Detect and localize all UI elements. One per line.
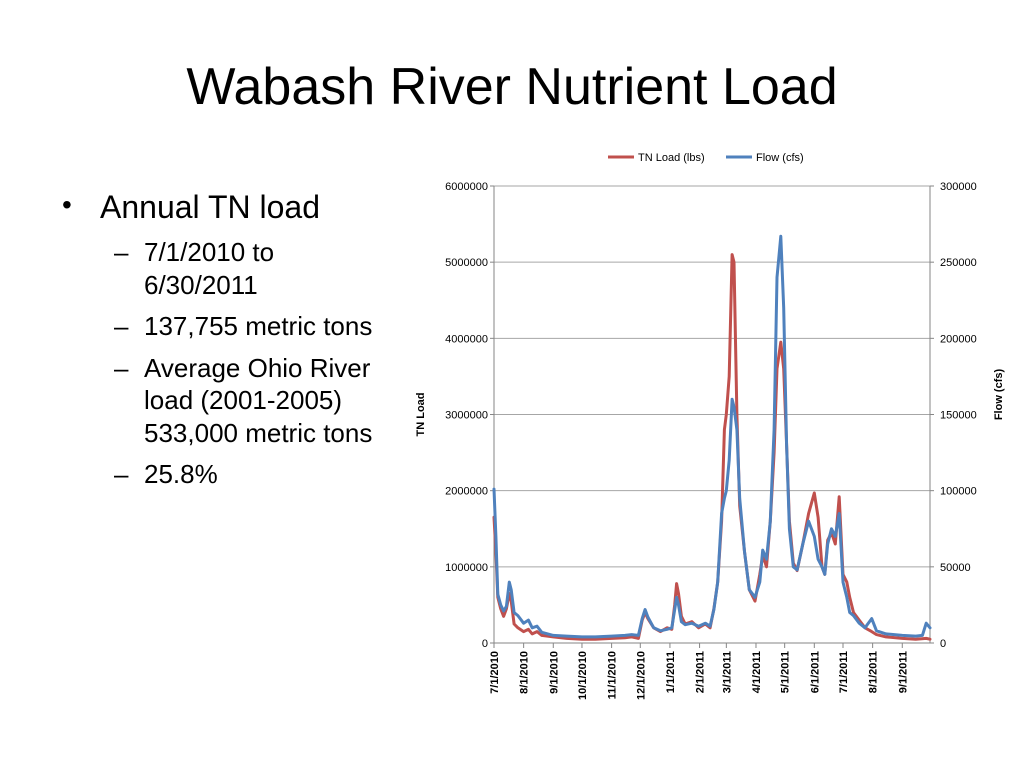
x-tick-label: 11/1/2010	[607, 651, 619, 699]
y-left-tick-label: 3000000	[445, 410, 488, 422]
x-tick-label: 7/1/2011	[838, 651, 850, 693]
y-right-tick-label: 250000	[940, 257, 977, 269]
x-tick-label: 6/1/2011	[809, 651, 821, 693]
series-line-tn-load	[492, 253, 932, 641]
y-right-tick-label: 50000	[940, 562, 971, 574]
x-tick-label: 8/1/2010	[519, 651, 531, 694]
x-tick-label: 5/1/2011	[780, 651, 792, 693]
line-chart: 0100000020000003000000400000050000006000…	[415, 152, 1005, 700]
sub-bullet-text: Average Ohio River load (2001-2005) 533,…	[144, 352, 373, 448]
x-tick-label: 12/1/2010	[635, 651, 647, 700]
bullet-item: • Annual TN load	[62, 188, 392, 226]
sub-bullet-text: 7/1/2010 to 6/30/2011	[144, 237, 275, 300]
y-left-tick-label: 2000000	[445, 486, 488, 498]
bullet-list: • Annual TN load – 7/1/2010 to 6/30/2011…	[62, 188, 392, 500]
y-right-tick-label: 200000	[940, 333, 977, 345]
y-right-tick-label: 100000	[940, 486, 977, 498]
dash-icon: –	[114, 237, 129, 268]
slide-title: Wabash River Nutrient Load	[186, 58, 838, 116]
sub-bullet-item: – 25.8%	[114, 458, 392, 491]
sub-bullet-item: – Average Ohio River load (2001-2005) 53…	[114, 352, 392, 450]
legend-label: Flow (cfs)	[756, 152, 804, 164]
x-tick-label: 3/1/2011	[721, 651, 733, 693]
dash-icon: –	[114, 352, 129, 383]
y-right-tick-label: 300000	[940, 181, 977, 193]
x-tick-label: 9/1/2010	[548, 651, 560, 694]
bullet-dot-icon: •	[62, 189, 72, 220]
sub-bullet-item: – 137,755 metric tons	[114, 310, 392, 343]
y-left-tick-label: 6000000	[445, 181, 488, 193]
sub-bullet-item: – 7/1/2010 to 6/30/2011	[114, 236, 392, 301]
x-tick-label: 7/1/2010	[489, 651, 501, 694]
x-tick-label: 8/1/2011	[868, 651, 880, 693]
y-left-axis-title: TN Load	[415, 393, 427, 437]
legend-label: TN Load (lbs)	[638, 152, 705, 164]
y-left-tick-label: 5000000	[445, 257, 488, 269]
bullet-text: Annual TN load	[100, 189, 320, 225]
sub-bullet-list: – 7/1/2010 to 6/30/2011 – 137,755 metric…	[62, 236, 392, 491]
x-tick-label: 4/1/2011	[751, 651, 763, 693]
y-right-tick-label: 150000	[940, 410, 977, 422]
dash-icon: –	[114, 459, 129, 490]
y-right-tick-label: 0	[940, 638, 946, 650]
sub-bullet-text: 137,755 metric tons	[144, 311, 373, 342]
y-left-tick-label: 4000000	[445, 333, 488, 345]
x-tick-label: 9/1/2011	[897, 651, 909, 693]
y-right-axis-title: Flow (cfs)	[993, 369, 1005, 421]
x-tick-label: 1/1/2011	[665, 651, 677, 693]
x-tick-label: 10/1/2010	[577, 651, 589, 700]
dash-icon: –	[114, 311, 129, 342]
y-left-tick-label: 0	[482, 638, 488, 650]
x-tick-label: 2/1/2011	[695, 651, 707, 693]
y-left-tick-label: 1000000	[445, 562, 488, 574]
sub-bullet-text: 25.8%	[144, 459, 218, 490]
series-line-flow	[492, 234, 932, 639]
chart-container: 0 1000000 2000000 3000000 4000000 5000000 6000…	[400, 140, 1024, 768]
